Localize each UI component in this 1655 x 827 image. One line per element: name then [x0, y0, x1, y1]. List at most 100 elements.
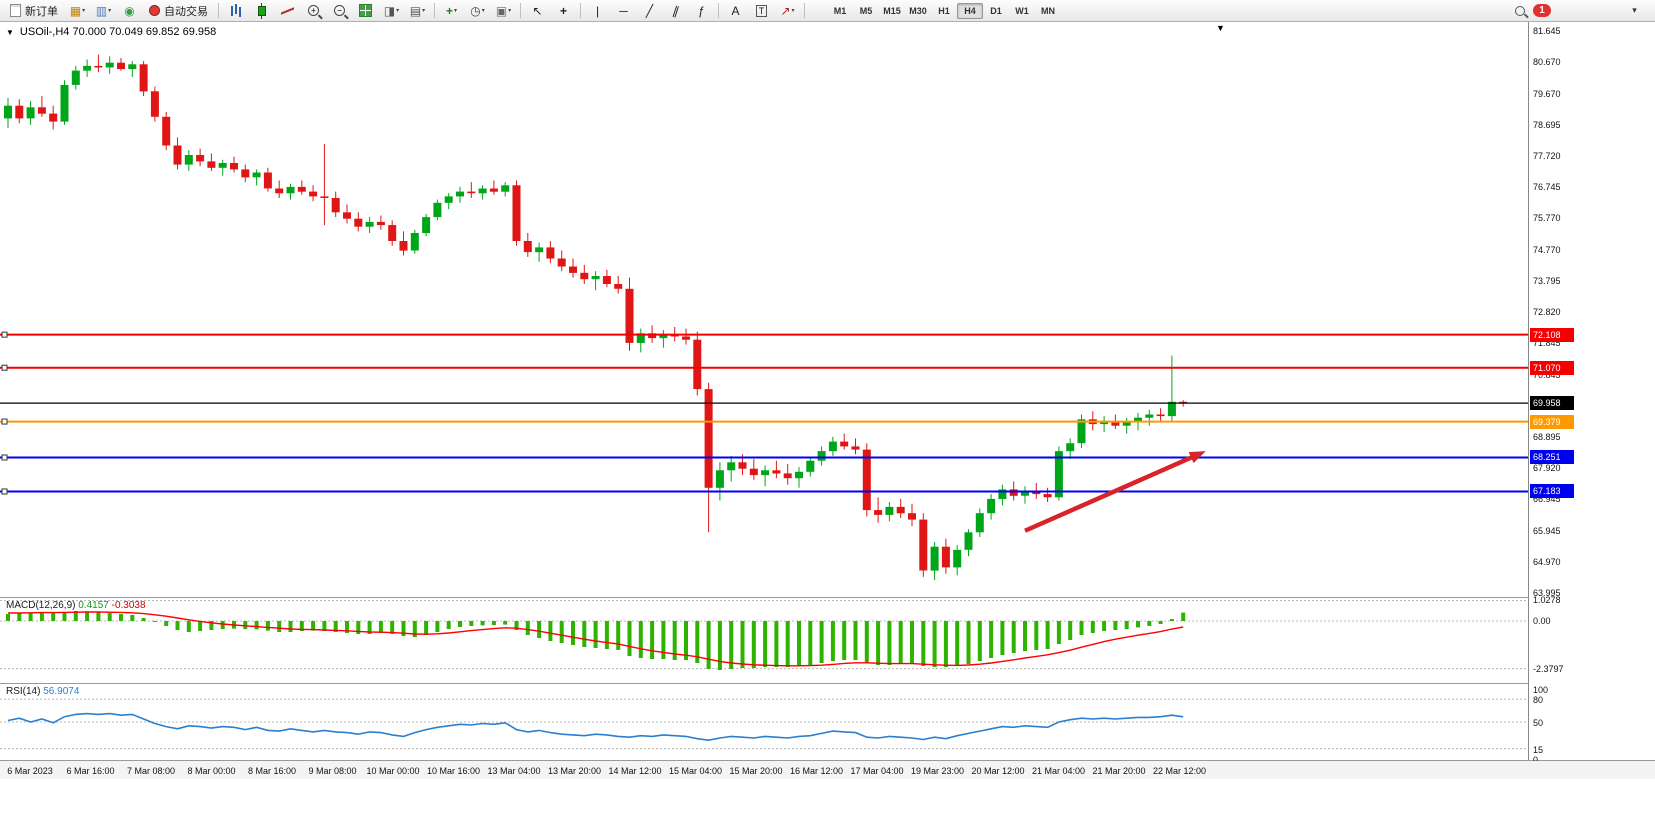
candlestick-mode-icon: [257, 2, 266, 19]
price-axis-label: 72.820: [1533, 307, 1561, 317]
rsi-name: RSI(14): [6, 686, 41, 697]
rsi-scale-label: 50: [1533, 718, 1544, 728]
timeframe-button-h1[interactable]: H1: [938, 5, 950, 16]
add-indicator-button[interactable]: + ▾: [439, 2, 464, 20]
rsi-scale-label: 80: [1533, 695, 1544, 706]
vertical-line-button[interactable]: |: [585, 2, 610, 20]
price-axis-label: 68.895: [1533, 431, 1561, 442]
profiles-button[interactable]: ▥ ▾: [91, 2, 116, 20]
rsi-panel-canvas[interactable]: [0, 684, 1528, 760]
template-button[interactable]: ▣ ▾: [491, 2, 516, 20]
new-order-button-label: 新订单: [25, 5, 58, 18]
charts-icon: ▦: [69, 3, 82, 18]
chart-title-text: USOil-,H4 70.000 70.049 69.852 69.958: [19, 26, 217, 38]
price-axis-label: 70.845: [1533, 369, 1561, 380]
line-chart-mode-button[interactable]: [275, 2, 300, 20]
rsi-value: 56.9074: [43, 686, 80, 697]
timeframe-button-h4[interactable]: H4: [957, 2, 983, 19]
search-button[interactable]: [1507, 2, 1532, 20]
news-icon: ◉: [124, 3, 135, 18]
macd-signal-value: -0.3038: [111, 600, 146, 611]
tile-windows-button[interactable]: [353, 2, 378, 20]
new-chart-icon: ◨: [383, 3, 396, 18]
charts-button[interactable]: ▦ ▾: [65, 2, 90, 20]
timeframe-button-mn[interactable]: MN: [1041, 5, 1055, 16]
label-button[interactable]: T: [749, 2, 774, 20]
chart-shift-marker[interactable]: ▼: [1216, 23, 1225, 33]
bar-chart-mode-button[interactable]: [223, 2, 248, 20]
add-indicator-icon: +: [445, 3, 453, 18]
trend-arrow[interactable]: [1024, 452, 1200, 533]
trend-arrow-head: [1188, 451, 1206, 464]
text-button[interactable]: A: [723, 2, 748, 20]
new-order-button[interactable]: 新订单: [4, 2, 64, 20]
timeframe-button-w1[interactable]: W1: [1015, 5, 1029, 16]
price-tag-69.379: 69.379: [1530, 414, 1574, 429]
timeframe-button-m30[interactable]: M30: [909, 5, 927, 16]
timeframe-button-d1[interactable]: D1: [990, 5, 1002, 16]
macd-main-value: 0.4157: [78, 600, 109, 611]
toolbar-separator: [218, 3, 219, 18]
new-chart-button[interactable]: ◨ ▾: [379, 2, 404, 20]
toolbar-overflow-button[interactable]: ▾: [1622, 2, 1647, 20]
line-anchor-handle[interactable]: [1, 418, 8, 425]
cursor-button[interactable]: ↖: [525, 2, 550, 20]
price-tag-72.108: 72.108: [1530, 327, 1574, 342]
panel-splitter[interactable]: [0, 683, 1655, 684]
dropdown-caret-icon: ▾: [454, 8, 458, 14]
line-anchor-handle[interactable]: [1, 364, 8, 371]
line-anchor-handle[interactable]: [1, 454, 8, 461]
trendline-button[interactable]: ╱: [637, 2, 662, 20]
panel-splitter[interactable]: [0, 597, 1655, 598]
dropdown-caret-icon: ▾: [396, 8, 400, 14]
time-axis-label: 15 Mar 04:00: [668, 766, 723, 776]
price-axis-label: 71.845: [1533, 338, 1561, 349]
time-axis-label: 22 Mar 12:00: [1152, 766, 1207, 776]
autotrade-button[interactable]: 自动交易: [143, 2, 214, 20]
price-axis-label: 64.970: [1533, 556, 1561, 567]
toolbar-separator: [580, 3, 581, 18]
zoom-in-button[interactable]: +: [301, 2, 326, 20]
channel-button[interactable]: ∥: [663, 2, 688, 20]
price-axis-label: 81.645: [1533, 26, 1561, 36]
macd-panel-canvas[interactable]: [0, 598, 1528, 682]
dropdown-caret-icon: ▾: [108, 8, 112, 14]
zoom-in-icon: +: [308, 5, 319, 16]
news-button[interactable]: ◉: [117, 2, 142, 20]
price-axis-label: 75.770: [1533, 213, 1561, 224]
price-chart-canvas[interactable]: [0, 22, 1528, 597]
timeframe-button-m1[interactable]: M1: [833, 5, 847, 16]
toolbar-separator: [718, 3, 719, 18]
line-anchor-handle[interactable]: [1, 488, 8, 495]
price-tag-68.251: 68.251: [1530, 450, 1574, 465]
chart-menu-icon[interactable]: ▼: [6, 27, 14, 37]
crosshair-button[interactable]: +: [551, 2, 576, 20]
time-axis-label: 13 Mar 04:00: [487, 766, 541, 776]
template-icon: ▣: [495, 3, 508, 18]
rsi-label: RSI(14) 56.9074: [6, 686, 79, 697]
cursor-icon: ↖: [532, 3, 543, 18]
price-tag-67.183: 67.183: [1530, 484, 1574, 499]
timeframe-button-m15[interactable]: M15: [883, 5, 901, 16]
period-clock-button[interactable]: ◷ ▾: [465, 2, 490, 20]
timeframe-button-m5[interactable]: M5: [859, 5, 873, 16]
label-icon: T: [755, 4, 768, 17]
candlestick-mode-button[interactable]: [249, 2, 274, 20]
time-axis-label: 14 Mar 12:00: [608, 766, 662, 776]
zoom-out-button[interactable]: −: [327, 2, 352, 20]
horizontal-line-button[interactable]: ─: [611, 2, 636, 20]
fibonacci-button[interactable]: ƒ: [689, 2, 714, 20]
shapes-button[interactable]: ↗ ▾: [775, 2, 800, 20]
toolbar-overflow-icon: ▾: [1632, 5, 1637, 15]
price-axis-label: 78.695: [1533, 119, 1561, 130]
dropdown-caret-icon: ▾: [481, 8, 485, 14]
time-axis-label: 7 Mar 08:00: [126, 766, 176, 776]
new-order-icon: [10, 4, 21, 17]
time-axis-label: 19 Mar 23:00: [910, 766, 965, 776]
line-anchor-handle[interactable]: [1, 331, 8, 338]
chart-list-button[interactable]: ▤ ▾: [405, 2, 430, 20]
notification-badge[interactable]: 1: [1533, 4, 1551, 17]
price-axis-label: 80.670: [1533, 57, 1561, 68]
time-axis-label: 21 Mar 20:00: [1092, 766, 1146, 776]
